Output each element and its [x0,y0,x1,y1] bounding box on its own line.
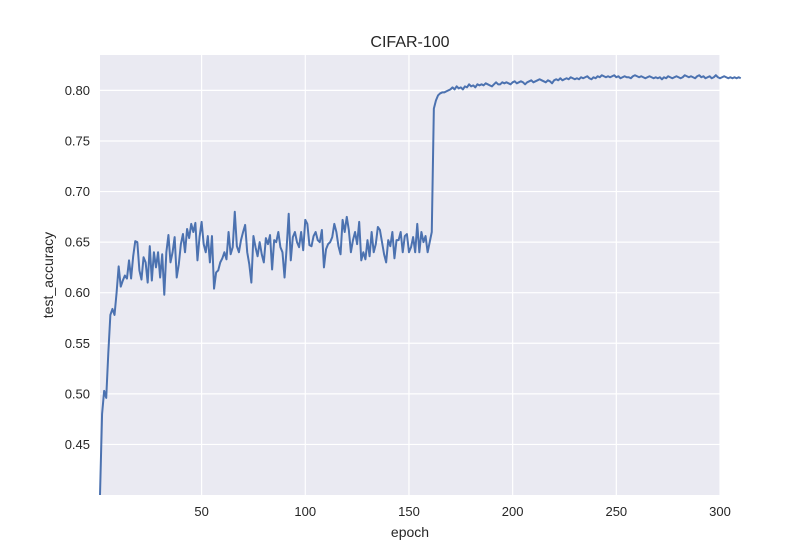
y-axis-label: test_accuracy [40,232,56,318]
x-tick-label: 300 [709,504,731,519]
y-tick-label: 0.65 [65,235,90,250]
x-tick-label: 200 [502,504,524,519]
y-tick-label: 0.60 [65,285,90,300]
y-tick-label: 0.50 [65,386,90,401]
chart-title: CIFAR-100 [370,34,449,51]
x-tick-label: 100 [294,504,316,519]
x-axis-label: epoch [391,524,429,540]
x-tick-label: 50 [194,504,208,519]
y-tick-labels: 0.45 0.50 0.55 0.60 0.65 0.70 0.75 0.80 [65,83,90,452]
y-tick-label: 0.75 [65,133,90,148]
plot-area [100,55,720,495]
y-tick-label: 0.55 [65,336,90,351]
series-line-test-accuracy [99,74,742,496]
x-tick-label: 250 [605,504,627,519]
gridlines [100,55,721,495]
x-tick-label: 150 [398,504,420,519]
y-tick-label: 0.45 [65,437,90,452]
x-tick-labels: 50 100 150 200 250 300 [194,504,730,519]
y-tick-label: 0.80 [65,83,90,98]
y-tick-label: 0.70 [65,184,90,199]
